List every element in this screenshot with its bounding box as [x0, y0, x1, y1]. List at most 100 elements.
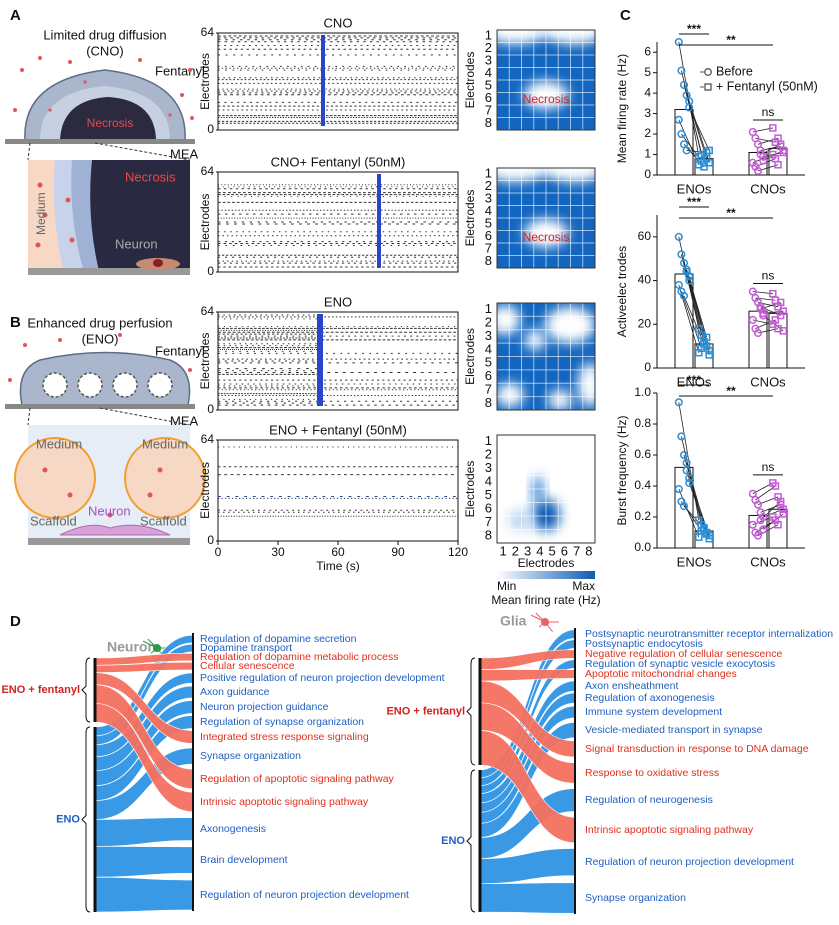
point [756, 516, 765, 525]
y-axis-label: Electrodes [198, 194, 212, 251]
label: Fentanyl [155, 343, 205, 358]
y-tick-label: 2 [644, 126, 651, 140]
point [682, 146, 691, 155]
point [685, 97, 694, 106]
point [776, 298, 785, 307]
point [674, 280, 683, 289]
y-axis-label: Electrodes [198, 462, 212, 519]
term-label: Brain development [200, 854, 288, 866]
point [685, 276, 694, 285]
point [774, 521, 782, 529]
x-tick-label: 60 [331, 545, 345, 559]
y-tick-label: 0 [207, 264, 214, 278]
source-label: ENO + fentanyl [1, 684, 80, 696]
pores [42, 372, 173, 398]
flow [479, 882, 576, 914]
panel-label: D [10, 613, 21, 630]
y-tick-label: 7 [485, 103, 492, 118]
point [685, 272, 694, 281]
necrosis-label: Necrosis [523, 92, 570, 106]
cell-icon [535, 612, 546, 623]
y-axis-label: Electrodes [198, 333, 212, 390]
y-tick-label: 3 [485, 460, 492, 475]
sig-label: ns [762, 460, 775, 474]
point [705, 351, 713, 359]
flow [94, 817, 194, 847]
term-label: Synapse organization [585, 892, 686, 904]
y-tick-label: 0.4 [634, 478, 651, 492]
brace [81, 657, 91, 723]
sig-label: ** [726, 206, 736, 220]
point [679, 291, 689, 300]
heat-blob [497, 305, 520, 335]
point [779, 327, 787, 335]
point [753, 328, 763, 338]
cell-icon [544, 621, 550, 625]
y-tick-label: 6 [485, 501, 492, 516]
heat-blob [525, 330, 545, 350]
y-tick-label: 4 [485, 341, 492, 356]
term-label: Cellular senescence [200, 660, 295, 672]
y-tick-label: 2 [485, 178, 492, 193]
term-label: Axon ensheathment [585, 680, 678, 692]
y-tick-label: 8 [485, 253, 492, 268]
x-tick-label: 3 [524, 543, 531, 558]
raster-title: ENO [324, 294, 352, 309]
term-label: Regulation of dopamine secretion [200, 633, 357, 645]
bar [768, 508, 788, 549]
point [779, 146, 787, 155]
y-tick-label: 1.0 [634, 385, 651, 399]
y-tick-label: 0.8 [634, 416, 651, 430]
y-tick-label: 1 [485, 166, 492, 181]
point [776, 497, 785, 506]
point [674, 485, 683, 494]
x-tick-label: 8 [585, 543, 592, 558]
term-label: Regulation of apoptotic signaling pathwa… [200, 773, 395, 785]
label: Neuron [115, 236, 158, 251]
sig-label: *** [687, 22, 701, 36]
legend-marker [704, 68, 712, 76]
necrotic-core [60, 97, 156, 140]
pair-line [688, 107, 710, 151]
source-label: ENO [56, 813, 80, 825]
illustration-a: Limited drug diffusion (CNO) Necrosis Fe… [5, 27, 205, 275]
heatmap [497, 303, 595, 410]
sig-label: *** [687, 373, 701, 387]
y-tick-label: 64 [201, 164, 215, 178]
pair-line [681, 254, 702, 336]
mea [5, 404, 195, 409]
point [774, 161, 782, 169]
brace [466, 769, 476, 913]
point [679, 259, 689, 268]
heat-frame [496, 29, 596, 131]
label: Necrosis [87, 116, 134, 130]
y-axis-label: Electrodes [463, 328, 477, 385]
x-tick-label: 30 [271, 545, 285, 559]
bar [674, 109, 694, 176]
y-axis-label: Electrodes [463, 52, 477, 109]
title: Limited drug diffusion [43, 27, 166, 42]
raster-frame [217, 439, 459, 542]
term-label: Postsynaptic neurotransmitter receptor i… [585, 628, 833, 640]
point [674, 115, 683, 124]
y-tick-label: 60 [638, 229, 652, 243]
legend-label: Before [716, 64, 753, 78]
label: Neuron [88, 503, 131, 518]
flow [94, 846, 194, 878]
y-tick-label: 0.6 [634, 447, 651, 461]
label: Medium [34, 192, 48, 235]
point [674, 398, 683, 407]
term-label: Regulation of synaptic vesicle exocytosi… [585, 658, 775, 670]
label: Medium [142, 436, 188, 451]
point [771, 316, 780, 324]
panel-label: B [10, 314, 21, 331]
point [771, 482, 780, 490]
y-axis-label: Burst frequency (Hz) [615, 415, 629, 525]
raster-title: ENO + Fentanyl (50nM) [269, 422, 407, 437]
y-tick-label: 8 [485, 528, 492, 543]
term-label: Axonogenesis [200, 823, 266, 835]
term-label: Regulation of neurogenesis [585, 794, 713, 806]
term-label: Dopamine transport [200, 642, 292, 654]
point [677, 432, 686, 441]
